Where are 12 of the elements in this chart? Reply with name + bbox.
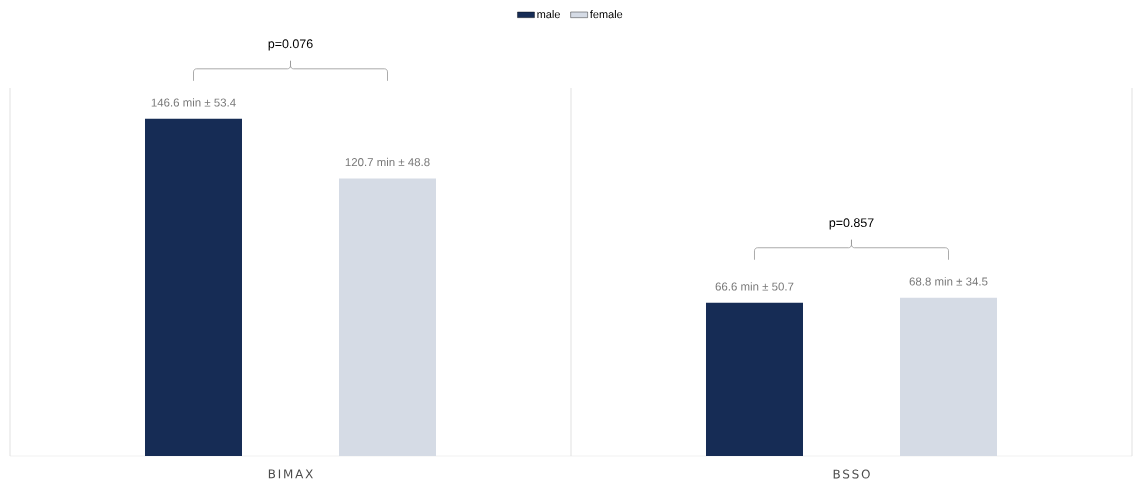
data-label: 68.8 min ± 34.5 — [909, 277, 988, 286]
legend-label: male — [537, 10, 560, 19]
bar — [706, 302, 803, 456]
data-label: 146.6 min ± 53.4 — [151, 98, 236, 107]
text: p=0.076 — [268, 39, 313, 51]
annotation: p=0.857 — [829, 218, 874, 230]
data-label: 66.6 min ± 50.7 — [715, 282, 794, 291]
bar — [145, 118, 242, 456]
x-tick-label: BSSO — [833, 469, 870, 479]
legend-label: female — [589, 10, 623, 19]
x-tick-label: BIMAX — [268, 469, 313, 479]
data-label: 120.7 min ± 48.8 — [345, 157, 430, 167]
